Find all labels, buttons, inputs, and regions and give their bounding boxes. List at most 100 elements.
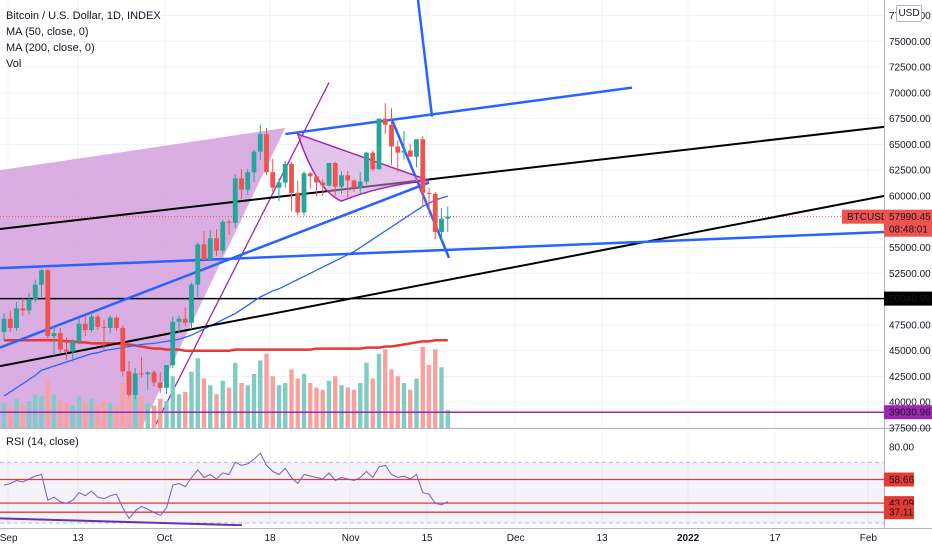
candle-body bbox=[207, 238, 213, 260]
volume-bar bbox=[114, 405, 119, 428]
volume-bar bbox=[26, 401, 32, 428]
time-tick-label: Feb bbox=[860, 533, 878, 544]
candle-body bbox=[364, 152, 369, 182]
volume-bar bbox=[14, 398, 19, 428]
candle-body bbox=[414, 139, 419, 157]
candle-body bbox=[145, 372, 151, 375]
candle-body bbox=[251, 151, 257, 173]
time-tick-label: 15 bbox=[422, 533, 434, 544]
candle-body bbox=[164, 365, 169, 388]
candle-body bbox=[101, 326, 107, 328]
time-tick-label: Sep bbox=[0, 533, 18, 544]
volume-bar bbox=[239, 383, 244, 428]
candle-body bbox=[157, 382, 163, 388]
rsi-trendline bbox=[0, 517, 243, 526]
volume-bar bbox=[320, 389, 325, 428]
volume-bar bbox=[289, 369, 294, 428]
rsi-level-value: 58.66 bbox=[889, 475, 914, 486]
candle-body bbox=[114, 317, 119, 328]
candle-body bbox=[45, 270, 51, 337]
candle-body bbox=[57, 333, 63, 350]
volume-bar bbox=[414, 378, 419, 428]
volume-bar bbox=[258, 360, 263, 428]
volume-bar bbox=[176, 394, 182, 428]
volume-bar bbox=[251, 374, 257, 428]
candle-body bbox=[76, 323, 82, 342]
volume-bar bbox=[133, 389, 138, 428]
candle-body bbox=[314, 176, 319, 183]
candle-body bbox=[20, 308, 26, 311]
price-tick-label: 62500.00 bbox=[889, 166, 931, 177]
candle-body bbox=[382, 118, 388, 125]
volume-bar bbox=[183, 392, 188, 428]
rsi-level-tag bbox=[884, 505, 914, 520]
volume-bar bbox=[326, 380, 332, 428]
volume-bar bbox=[64, 403, 69, 428]
symbol-tag-text: BTCUSD bbox=[847, 212, 888, 223]
candle-body bbox=[257, 134, 263, 152]
blue-rising-line bbox=[0, 181, 430, 349]
volume-bar bbox=[370, 378, 375, 428]
time-tick-label: Dec bbox=[507, 533, 525, 544]
candle-body bbox=[282, 163, 288, 183]
volume-bar bbox=[151, 405, 157, 428]
price-tick-label: 75000.00 bbox=[889, 37, 931, 48]
time-tick-label: 13 bbox=[73, 533, 85, 544]
candle-body bbox=[345, 175, 351, 181]
time-tick-label: 2022 bbox=[677, 533, 700, 544]
candle-body bbox=[432, 193, 438, 233]
volume-bar bbox=[270, 376, 275, 428]
candle-body bbox=[307, 173, 313, 177]
candle-body bbox=[170, 321, 176, 366]
candle-body bbox=[120, 327, 126, 372]
candle-body bbox=[1, 318, 7, 333]
price-tag-value: 50046.99 bbox=[889, 294, 931, 305]
candle-body bbox=[32, 284, 38, 300]
legend-ma200[interactable]: MA (200, close, 0) bbox=[6, 42, 95, 54]
candle-body bbox=[332, 162, 338, 187]
volume-bar bbox=[420, 347, 425, 428]
volume-bar bbox=[170, 376, 175, 428]
volume-bar bbox=[226, 387, 232, 428]
volume-bar bbox=[389, 369, 394, 428]
candle-body bbox=[239, 178, 244, 190]
volume-bar bbox=[95, 405, 100, 428]
volume-bar bbox=[233, 362, 238, 428]
blue-spike-line bbox=[416, 0, 434, 117]
legend-ma50[interactable]: MA (50, close, 0) bbox=[6, 26, 89, 38]
volume-bar bbox=[339, 385, 344, 428]
candle-body bbox=[439, 218, 444, 233]
candle-body bbox=[214, 238, 219, 251]
blue-drop-line bbox=[390, 118, 451, 259]
currency-badge[interactable]: USD bbox=[896, 5, 922, 22]
volume-bar bbox=[33, 394, 38, 428]
price-tick-label: 67500.00 bbox=[889, 114, 931, 125]
legend-symbol[interactable]: Bitcoin / U.S. Dollar, 1D, INDEX bbox=[6, 10, 161, 22]
volume-bar bbox=[58, 401, 63, 428]
black-trendline-lower bbox=[0, 194, 884, 368]
price-tick-label: 72500.00 bbox=[889, 63, 931, 74]
rsi-legend[interactable]: RSI (14, close) bbox=[6, 436, 79, 448]
candle-body bbox=[151, 372, 157, 383]
volume-bar bbox=[364, 362, 369, 428]
candle-body bbox=[26, 299, 32, 311]
legend-vol[interactable]: Vol bbox=[6, 58, 22, 70]
price-tick-label: 52500.00 bbox=[889, 269, 931, 280]
volume-bar bbox=[401, 383, 407, 428]
candle-body bbox=[64, 349, 69, 352]
price-tag-value: 39030.96 bbox=[889, 408, 931, 419]
price-tag bbox=[884, 405, 932, 420]
volume-bar bbox=[433, 349, 438, 428]
volume-bar bbox=[164, 401, 169, 428]
candle-body bbox=[201, 244, 207, 260]
price-tick-label: 37500.00 bbox=[889, 424, 931, 435]
volume-bar bbox=[439, 367, 444, 428]
volume-bar bbox=[158, 398, 163, 428]
volume-bar bbox=[8, 407, 13, 428]
rsi-band bbox=[0, 462, 884, 523]
candle-body bbox=[376, 118, 382, 170]
price-tag-value: 57990.45 bbox=[889, 212, 931, 223]
volume-bar bbox=[333, 376, 338, 428]
rsi-pane bbox=[0, 432, 884, 526]
